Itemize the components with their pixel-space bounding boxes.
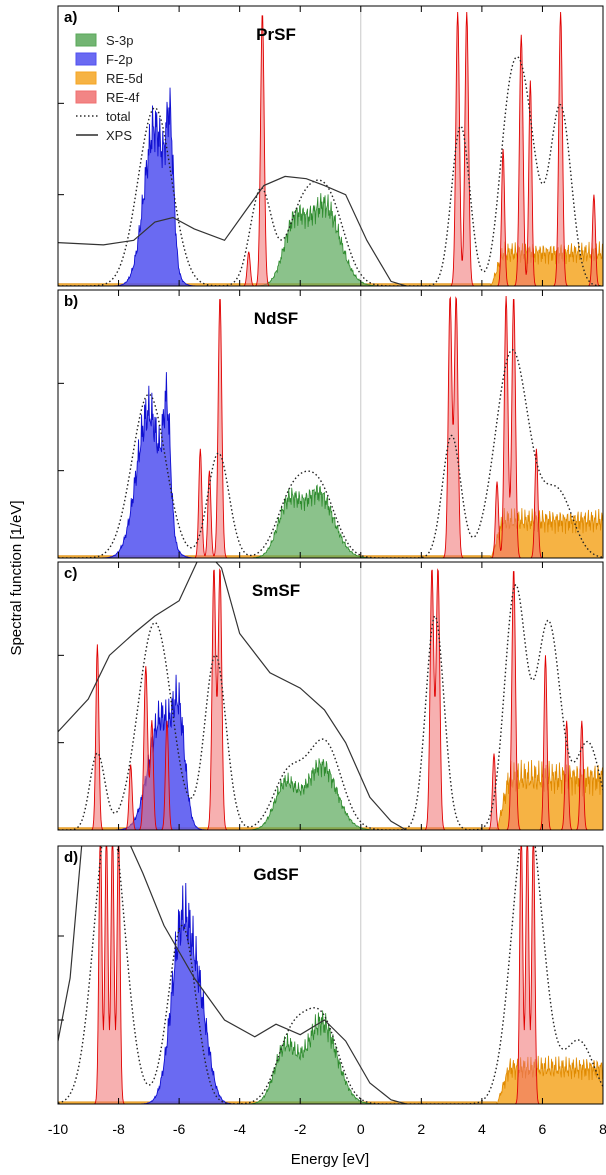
series-re-4f (58, 295, 603, 558)
legend-label: F-2p (106, 52, 133, 67)
panel-title: PrSF (256, 25, 296, 44)
panel-title: SmSF (252, 581, 300, 600)
series-total (58, 349, 603, 558)
panel-frame (57, 845, 604, 1105)
legend-swatch (75, 90, 97, 104)
x-tick-label: 6 (539, 1121, 547, 1137)
legend-label: RE-5d (106, 71, 143, 86)
legend-item: XPS (76, 128, 132, 143)
panel-4: d) GdSF (57, 845, 604, 1105)
x-tick-label: 0 (357, 1121, 365, 1137)
panel-plot-area (58, 290, 603, 558)
legend-item: RE-5d (75, 71, 143, 86)
panel-plot-area (58, 846, 603, 1104)
legend-swatch (75, 33, 97, 47)
series-xps (58, 562, 407, 830)
panel-plot-area (58, 6, 603, 286)
legend-label: XPS (106, 128, 132, 143)
series-s-3p (58, 193, 603, 286)
panel-letter: c) (64, 565, 77, 582)
legend-item: total (76, 109, 131, 124)
x-tick-labels: -10 -8 -6 -4 -2 0 2 4 6 8 (48, 1121, 606, 1137)
series-f-2p (58, 882, 603, 1104)
x-tick-label: -10 (48, 1121, 68, 1137)
panel-3: c) SmSF (57, 561, 604, 831)
x-tick-label: -8 (112, 1121, 125, 1137)
x-tick-label: 4 (478, 1121, 486, 1137)
panel-letter: d) (64, 849, 78, 866)
y-axis-label: Spectral function [1/eV] (8, 500, 25, 655)
legend-label: RE-4f (106, 90, 140, 105)
series-f-2p (58, 87, 603, 286)
series-total (58, 56, 603, 286)
panel-letter: a) (64, 9, 77, 26)
series-re-4f (58, 568, 603, 830)
legend-item: F-2p (75, 52, 133, 67)
series-xps (58, 846, 407, 1104)
legend-item: S-3p (75, 33, 133, 48)
x-tick-label: 2 (417, 1121, 425, 1137)
series-total (58, 584, 603, 830)
panel-1: a) PrSF (57, 5, 604, 287)
panel-title: NdSF (254, 309, 298, 328)
series-re-4f (58, 11, 603, 286)
panels-group: a) PrSF b) NdSF c) SmSF d) GdSF (57, 5, 604, 1105)
panel-title: GdSF (253, 865, 298, 884)
legend-label: S-3p (106, 33, 133, 48)
legend-label: total (106, 109, 131, 124)
legend-item: RE-4f (75, 90, 140, 105)
series-s-3p (58, 1010, 603, 1104)
series-total (58, 846, 603, 1104)
panel-letter: b) (64, 293, 78, 310)
x-tick-label: -2 (294, 1121, 307, 1137)
series-xps (58, 175, 407, 286)
panel-frame (57, 289, 604, 559)
x-tick-label: 8 (599, 1121, 606, 1137)
x-tick-label: -4 (233, 1121, 246, 1137)
legend-swatch (75, 52, 97, 66)
legend-swatch (75, 71, 97, 85)
legend: S-3p F-2p RE-5d RE-4f total XPS (75, 33, 143, 143)
panel-frame (57, 5, 604, 287)
x-tick-label: -6 (173, 1121, 186, 1137)
panel-frame (57, 561, 604, 831)
series-s-3p (58, 758, 603, 830)
series-re-4f (58, 846, 603, 1104)
series-s-3p (58, 484, 603, 558)
panel-plot-area (58, 562, 603, 830)
panel-2: b) NdSF (57, 289, 604, 559)
x-axis-label: Energy [eV] (291, 1151, 369, 1168)
